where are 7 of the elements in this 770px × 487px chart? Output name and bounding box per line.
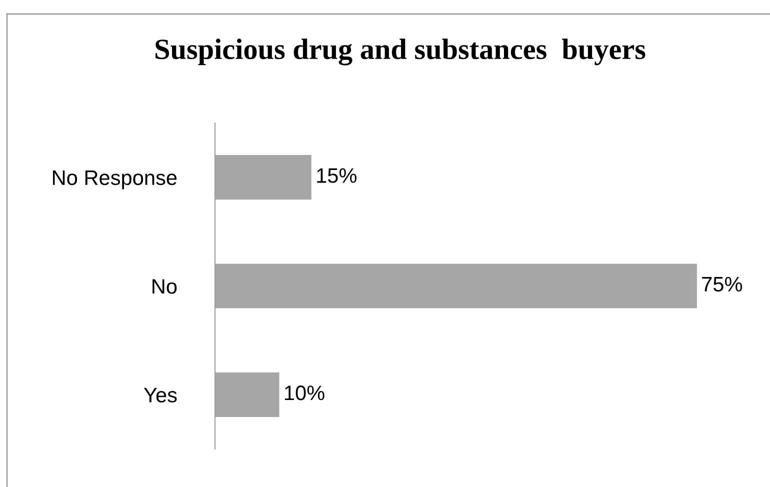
y-tick-label: Yes [144,388,177,402]
data-label: 10% [285,386,324,400]
chart-title: Suspicious drug and substances buyers [156,38,646,66]
data-label: 15% [317,168,357,183]
data-label: 75% [702,276,742,292]
y-tick-label: No Response [52,170,177,190]
y-tick-label: No [152,279,177,294]
